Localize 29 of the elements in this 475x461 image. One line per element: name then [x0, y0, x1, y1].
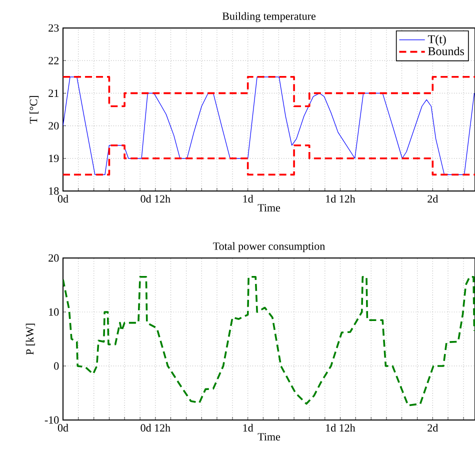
x-tick-label: 0d [58, 424, 68, 432]
y-tick-label: 21 [48, 90, 58, 97]
x-tick-label: 0d [58, 194, 68, 203]
y-tick-label: 20 [48, 254, 59, 262]
x-axis-title: Time [258, 433, 280, 441]
x-axis-title: Time [258, 204, 280, 212]
chart-title: Total power consumption [213, 242, 325, 252]
y-tick-label: 19 [49, 154, 59, 162]
chart-title: Building temperature [222, 12, 316, 22]
legend-label: Bounds [428, 46, 464, 56]
y-tick-label: 23 [48, 24, 59, 32]
x-tick-label: 1d 12h [326, 424, 356, 432]
y-tick-label: 10 [49, 308, 59, 316]
line-series [63, 276, 475, 406]
y-axis-title: P [kW] [26, 324, 35, 355]
x-tick-label: 1d [243, 424, 254, 432]
x-tick-label: 2d [428, 424, 438, 432]
x-tick-label: 0d 12h [140, 194, 170, 203]
x-tick-label: 0d 12h [140, 424, 170, 432]
y-tick-label: -10 [44, 416, 59, 424]
y-tick-label: 18 [49, 187, 59, 195]
legend-label: T(t) [428, 34, 446, 46]
x-tick-label: 1d 12h [326, 194, 356, 203]
y-tick-label: 22 [48, 56, 59, 64]
y-tick-label: 0 [54, 362, 59, 370]
x-tick-label: 2d [428, 194, 438, 203]
y-axis-title: T [°C] [30, 96, 39, 124]
x-tick-label: 1d [243, 194, 254, 203]
y-tick-label: 20 [48, 122, 59, 130]
